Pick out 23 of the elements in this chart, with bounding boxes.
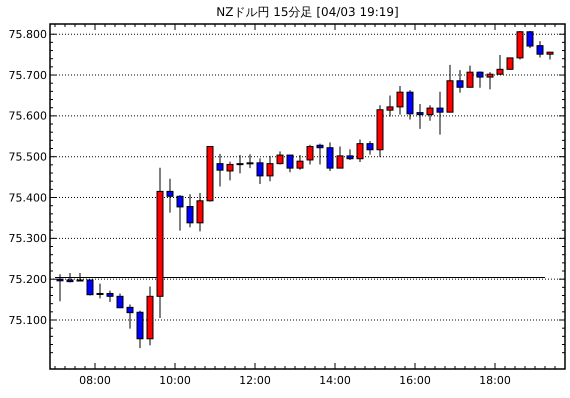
x-tick-label: 10:00 bbox=[159, 374, 191, 387]
y-tick-label: 75.400 bbox=[8, 191, 47, 204]
x-tick-label: 14:00 bbox=[319, 374, 351, 387]
x-tick-label: 08:00 bbox=[79, 374, 111, 387]
x-tick-label: 18:00 bbox=[479, 374, 511, 387]
candlestick bbox=[106, 290, 114, 303]
candlestick bbox=[366, 140, 374, 156]
y-tick-label: 75.700 bbox=[8, 68, 47, 82]
candlestick bbox=[536, 40, 544, 58]
x-tick-label: 16:00 bbox=[399, 374, 431, 387]
candlestick bbox=[396, 86, 404, 116]
y-tick-label: 75.200 bbox=[8, 273, 47, 286]
y-tick-label: 75.800 bbox=[8, 28, 47, 42]
candlestick bbox=[116, 292, 124, 308]
x-tick-label: 12:00 bbox=[239, 374, 271, 387]
candlestick bbox=[226, 161, 234, 181]
candlestick bbox=[96, 283, 104, 299]
chart-title: NZドル円 15分足 [04/03 19:19] bbox=[216, 5, 399, 19]
y-tick-label: 75.600 bbox=[8, 110, 47, 123]
candlestick bbox=[506, 56, 514, 70]
y-tick-label: 75.500 bbox=[8, 150, 47, 164]
y-tick-label: 75.300 bbox=[8, 232, 47, 246]
y-tick-label: 75.100 bbox=[8, 314, 47, 327]
